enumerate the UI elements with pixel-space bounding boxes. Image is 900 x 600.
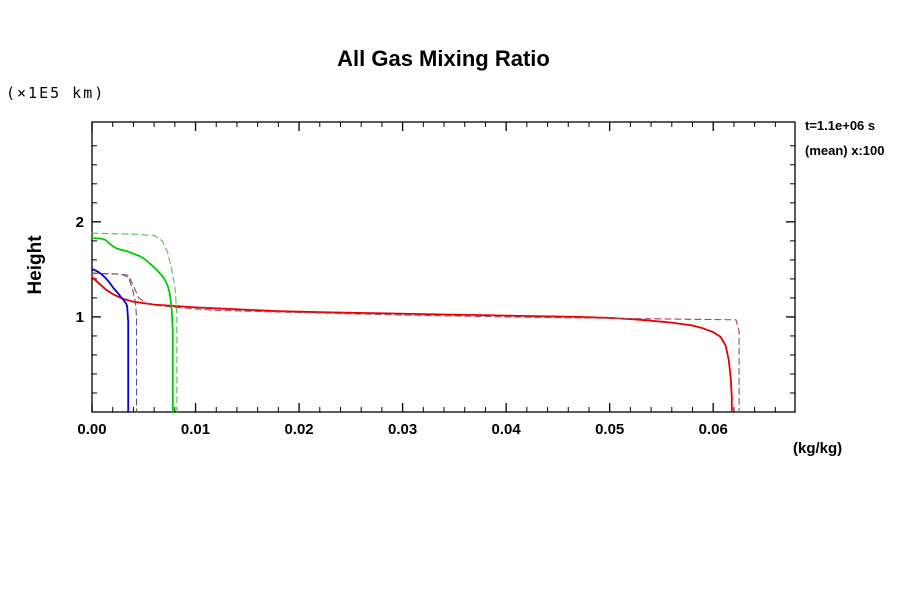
x-tick-label: 0.03 bbox=[388, 421, 417, 438]
series-blue-gas-solid bbox=[91, 267, 130, 413]
plot-frame bbox=[91, 121, 796, 413]
x-tick-label: 0.00 bbox=[77, 421, 106, 438]
y-tick-label: 2 bbox=[76, 214, 84, 231]
x-axis-unit-label: (kg/kg) bbox=[793, 440, 843, 457]
x-tick-label: 0.06 bbox=[699, 421, 728, 438]
x-tick-label: 0.04 bbox=[492, 421, 522, 438]
y-axis-unit-label: (×1E5 km) bbox=[6, 84, 106, 102]
chart-title: All Gas Mixing Ratio bbox=[337, 46, 550, 71]
series-red-gas-solid bbox=[91, 276, 733, 413]
x-tick-label: 0.01 bbox=[181, 421, 210, 438]
annotation-mean: (mean) x:100 bbox=[805, 143, 885, 158]
y-tick-label: 1 bbox=[76, 309, 84, 326]
series-green-gas-solid bbox=[91, 237, 174, 413]
x-tick-label: 0.02 bbox=[284, 421, 313, 438]
series-green-gas-mean-dashed bbox=[91, 232, 178, 413]
annotation-time: t=1.1e+06 s bbox=[805, 118, 876, 133]
series-red-gas-mean-dashed bbox=[91, 272, 740, 413]
x-tick-label: 0.05 bbox=[595, 421, 624, 438]
